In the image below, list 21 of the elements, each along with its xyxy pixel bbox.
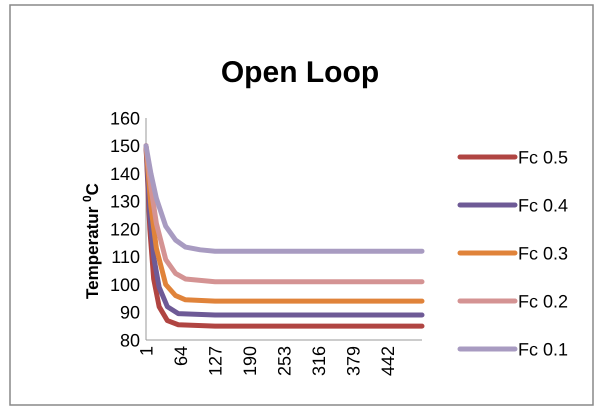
y-tick-label: 130 <box>110 192 140 212</box>
legend-label: Fc 0.5 <box>518 147 568 168</box>
x-tick-label: 127 <box>205 346 226 376</box>
y-tick-label: 100 <box>110 274 140 295</box>
x-tick-label: 379 <box>343 346 364 376</box>
x-tick-label: 442 <box>378 346 398 376</box>
legend-label: Fc 0.3 <box>518 243 568 264</box>
x-tick-label: 64 <box>170 346 191 366</box>
y-tick-label: 110 <box>111 247 140 268</box>
x-tick-label: 253 <box>274 346 294 376</box>
legend-label: Fc 0.2 <box>518 291 568 312</box>
legend-label: Fc 0.4 <box>518 195 568 216</box>
y-tick-label: 120 <box>110 219 140 240</box>
chart-title: Open Loop <box>220 56 380 89</box>
y-tick-label: 150 <box>110 136 140 156</box>
y-tick-label: 90 <box>120 302 140 323</box>
y-tick-label: 140 <box>110 164 140 184</box>
y-tick-label: 160 <box>110 108 140 128</box>
x-tick-label: 316 <box>308 346 329 376</box>
x-tick-label: 190 <box>240 346 260 376</box>
legend-label: Fc 0.1 <box>518 339 568 360</box>
